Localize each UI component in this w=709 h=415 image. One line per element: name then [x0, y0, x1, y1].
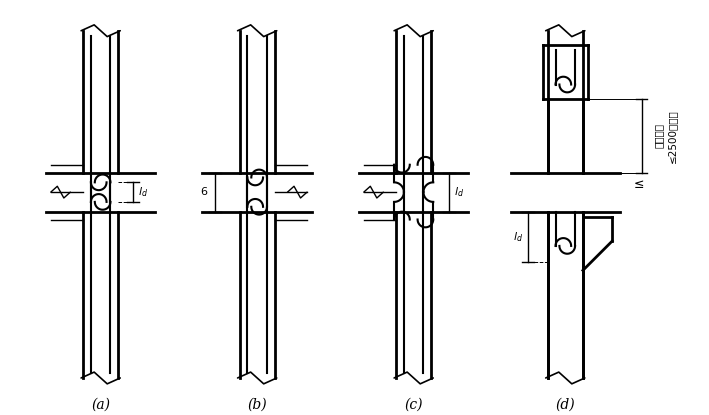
Text: (c): (c) [404, 398, 423, 412]
Text: ≤2500现浇柱: ≤2500现浇柱 [667, 109, 677, 163]
Text: (a): (a) [91, 398, 110, 412]
Text: (d): (d) [555, 398, 575, 412]
Text: $l_d$: $l_d$ [513, 230, 523, 244]
Text: ≤: ≤ [633, 178, 644, 191]
Text: 6: 6 [200, 187, 207, 197]
Text: $l_d$: $l_d$ [454, 185, 464, 199]
Text: $l_d$: $l_d$ [138, 185, 148, 199]
Text: 预制柱或: 预制柱或 [653, 123, 664, 149]
Text: (b): (b) [247, 398, 267, 412]
